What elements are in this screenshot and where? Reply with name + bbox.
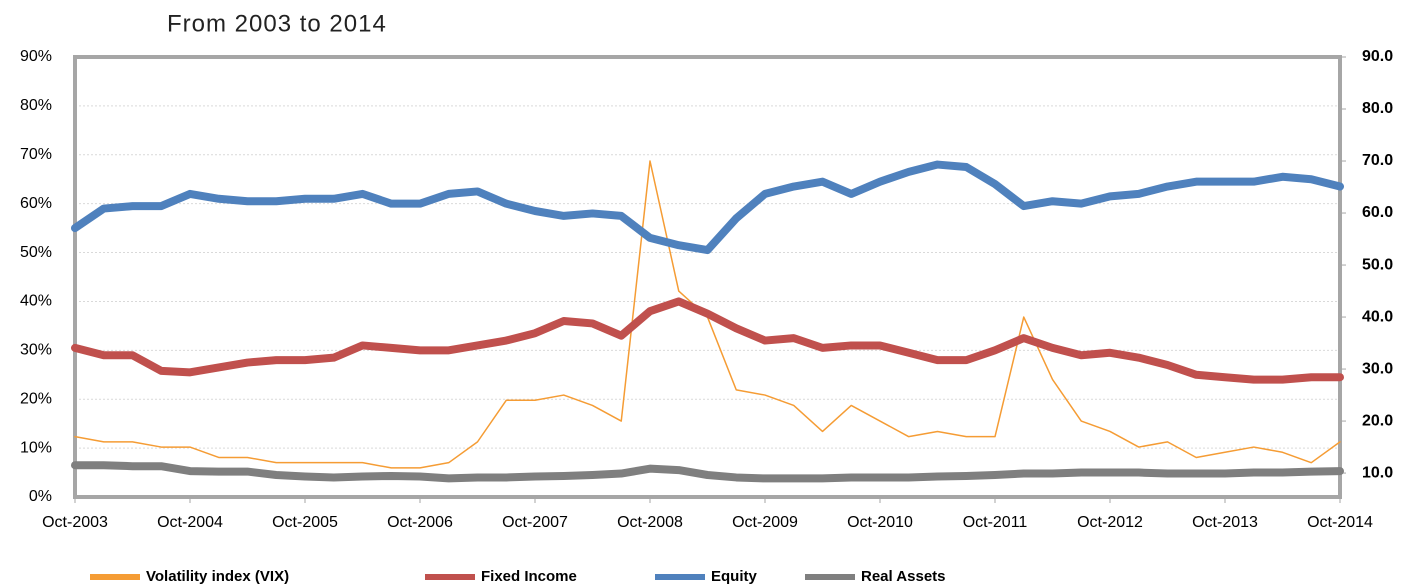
legend-label: Equity [711, 568, 757, 585]
y-tick-label: 0% [29, 488, 52, 505]
x-tick-label: Oct-2009 [732, 514, 798, 531]
legend-label: Volatility index (VIX) [146, 568, 289, 585]
legend-label: Fixed Income [481, 568, 577, 585]
y-tick-label: 70% [20, 146, 52, 163]
legend-label: Real Assets [861, 568, 946, 585]
x-tick-label: Oct-2011 [963, 514, 1028, 531]
x-tick-label: Oct-2006 [387, 514, 453, 531]
x-tick-label: Oct-2012 [1077, 514, 1143, 531]
y2-tick-label: 90.0 [1362, 48, 1393, 65]
y2-tick-label: 30.0 [1362, 360, 1393, 377]
y-tick-label: 50% [20, 244, 52, 261]
y-tick-label: 90% [20, 48, 52, 65]
x-tick-label: Oct-2010 [847, 514, 913, 531]
y2-tick-label: 80.0 [1362, 100, 1393, 117]
y2-tick-label: 50.0 [1362, 256, 1393, 273]
y-tick-label: 10% [20, 439, 52, 456]
series-line [71, 160, 1344, 255]
plot-border [73, 55, 1342, 499]
x-tick-label: Oct-2003 [42, 514, 108, 531]
y2-tick-label: 70.0 [1362, 152, 1393, 169]
y-tick-label: 80% [20, 97, 52, 114]
y-tick-label: 30% [20, 342, 52, 359]
y-tick-label: 60% [20, 195, 52, 212]
x-tick-label: Oct-2007 [502, 514, 568, 531]
x-tick-label: Oct-2008 [617, 514, 683, 531]
y2-tick-label: 40.0 [1362, 308, 1393, 325]
series-line [71, 461, 1344, 483]
x-tick-label: Oct-2014 [1307, 514, 1373, 531]
chart-title: From 2003 to 2014 [167, 10, 387, 37]
y-tick-label: 20% [20, 390, 52, 407]
y2-tick-label: 10.0 [1362, 464, 1393, 481]
y2-tick-label: 60.0 [1362, 204, 1393, 221]
series-line [71, 297, 1344, 384]
y2-tick-label: 20.0 [1362, 412, 1393, 429]
x-tick-label: Oct-2013 [1192, 514, 1258, 531]
x-tick-label: Oct-2005 [272, 514, 338, 531]
x-tick-label: Oct-2004 [157, 514, 223, 531]
y-tick-label: 40% [20, 293, 52, 310]
